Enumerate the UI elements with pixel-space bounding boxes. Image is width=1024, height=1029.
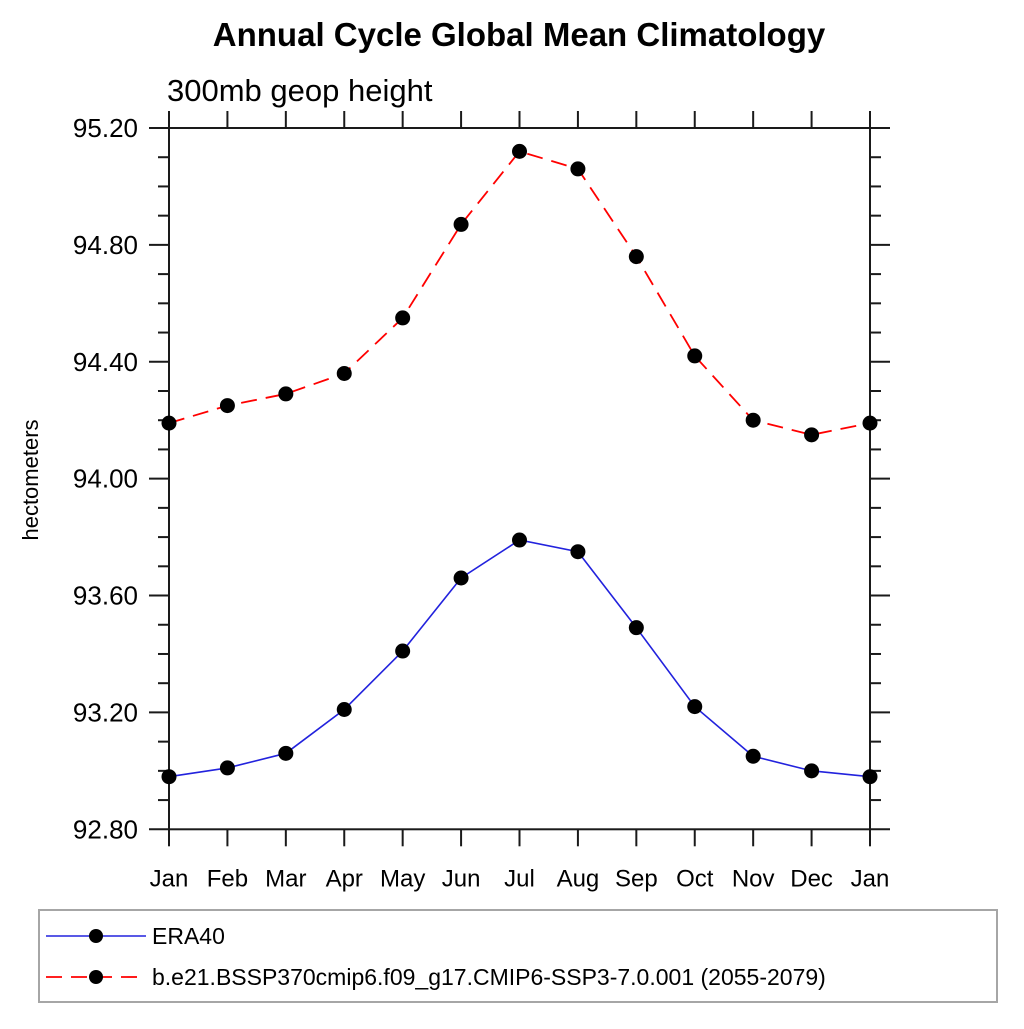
legend: ERA40 b.e21.BSSP370cmip6.f09_g17.CMIP6-S… [38, 909, 998, 1003]
x-tick-label: Jan [150, 865, 189, 892]
y-tick-label: 95.20 [73, 113, 138, 143]
series-line-1 [168, 150, 871, 436]
data-point-marker [570, 544, 586, 560]
data-point-marker [161, 415, 177, 431]
x-tick-label: Sep [615, 865, 658, 892]
x-tick-label: Nov [732, 865, 775, 892]
y-tick-label: 93.60 [73, 581, 138, 611]
y-tick-label: 94.40 [73, 347, 138, 377]
data-point-marker [219, 760, 235, 776]
data-point-marker [804, 763, 820, 779]
x-tick-label: Jul [504, 865, 535, 892]
data-point-marker [161, 769, 177, 785]
x-tick-label: Mar [265, 865, 306, 892]
data-point-marker [336, 365, 352, 381]
plot-border [168, 127, 871, 831]
data-point-marker [512, 143, 527, 159]
data-point-marker [862, 769, 878, 785]
data-point-marker [278, 386, 294, 402]
x-tick-label: Apr [326, 865, 363, 892]
data-point-marker [687, 699, 703, 715]
x-tick-label: May [380, 865, 425, 892]
data-point-marker [745, 412, 761, 428]
legend-label-era40: ERA40 [152, 923, 225, 949]
data-point-marker [628, 249, 644, 265]
x-tick-label: Jan [851, 865, 890, 892]
data-point-marker [512, 532, 527, 548]
chart-title: Annual Cycle Global Mean Climatology [213, 16, 826, 53]
legend-label-model: b.e21.BSSP370cmip6.f09_g17.CMIP6-SSP3-7.… [152, 964, 826, 990]
y-tick-label: 94.80 [73, 230, 138, 260]
y-tick-label: 94.00 [73, 464, 138, 494]
x-tick-label: Feb [207, 865, 248, 892]
data-point-marker [219, 398, 235, 414]
data-point-marker [628, 620, 644, 636]
y-tick-label: 93.20 [73, 697, 138, 727]
legend-marker-icon [89, 929, 103, 943]
data-point-marker [395, 643, 411, 659]
legend-marker-icon [89, 970, 103, 984]
data-point-marker [278, 745, 294, 761]
x-tick-label: Aug [557, 865, 600, 892]
data-point-marker [336, 701, 352, 717]
data-point-marker [687, 348, 703, 364]
x-tick-label: Dec [790, 865, 833, 892]
data-point-marker [395, 310, 411, 326]
plot-area: Jan Feb Mar Apr May Jun Jul Aug Sep Oct Nov Dec Jan 9… [73, 111, 890, 892]
legend-box [38, 909, 998, 1003]
data-point-marker [453, 570, 469, 586]
data-point-marker [862, 415, 878, 431]
series-line-0 [168, 539, 871, 778]
y-tick-label: 92.80 [73, 814, 138, 844]
legend-entry-era40: ERA40 [46, 923, 225, 949]
x-tick-label: Jun [442, 865, 481, 892]
x-tick-label: Oct [676, 865, 714, 892]
data-point-marker [453, 216, 469, 232]
chart-subtitle: 300mb geop height [167, 73, 433, 108]
legend-entry-model: b.e21.BSSP370cmip6.f09_g17.CMIP6-SSP3-7.… [46, 964, 826, 990]
data-point-marker [804, 427, 820, 443]
data-point-marker [745, 748, 761, 764]
data-point-marker [570, 161, 586, 177]
y-axis-label: hectometers [18, 419, 43, 540]
